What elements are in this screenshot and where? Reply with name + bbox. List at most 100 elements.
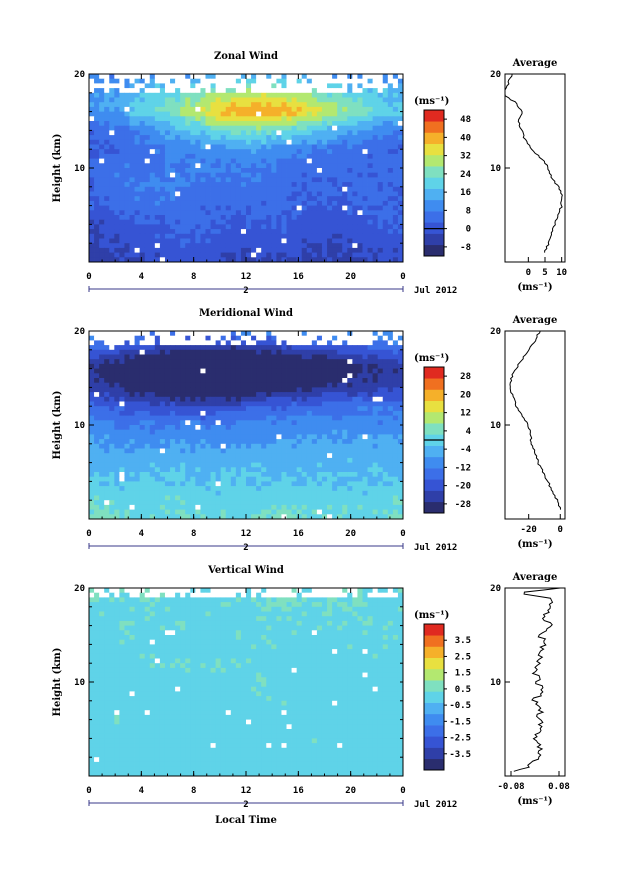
heatmap-cell: [316, 205, 323, 211]
heatmap-cell: [225, 382, 232, 388]
heatmap-cell: [347, 83, 353, 89]
heatmap-cell: [99, 368, 105, 374]
heatmap-cell: [251, 457, 257, 463]
heatmap-cell: [337, 425, 343, 431]
heatmap-cell: [190, 415, 196, 421]
heatmap-cell: [159, 153, 166, 159]
heatmap-cell: [306, 373, 313, 379]
heatmap-cell: [256, 434, 262, 440]
heatmap-cell: [327, 125, 333, 131]
heatmap-cell: [397, 163, 404, 169]
heatmap-cell: [306, 229, 313, 235]
heatmap-cell: [99, 125, 105, 131]
heatmap-cell: [139, 125, 146, 131]
heatmap-cell: [387, 215, 394, 221]
heatmap-cell: [104, 331, 110, 337]
heatmap-cell: [190, 83, 196, 89]
heatmap-cell: [94, 359, 100, 365]
heatmap-cell: [342, 130, 348, 136]
heatmap-cell: [175, 97, 181, 103]
heatmap-cell: [175, 363, 181, 369]
heatmap-cell: [362, 149, 368, 155]
heatmap-cell: [261, 200, 267, 206]
heatmap-cell: [220, 78, 227, 84]
heatmap-cell: [261, 490, 267, 496]
heatmap-cell: [392, 106, 399, 112]
heatmap-cell: [164, 125, 171, 131]
heatmap-cell: [266, 177, 272, 183]
profile-frame: [504, 73, 566, 263]
heatmap-cell: [225, 88, 232, 94]
heatmap-cell: [281, 345, 287, 351]
heatmap-cell: [220, 382, 227, 388]
heatmap-cell: [134, 168, 141, 174]
heatmap-cell: [286, 378, 292, 384]
heatmap-cell: [271, 415, 277, 421]
heatmap-cell: [352, 130, 358, 136]
heatmap-cell: [291, 191, 298, 197]
heatmap-cell: [240, 149, 247, 155]
heatmap-cell: [139, 486, 146, 492]
heatmap-cell: [119, 340, 125, 346]
heatmap-cell: [89, 472, 95, 478]
heatmap-cell: [89, 495, 95, 501]
heatmap-cell: [397, 144, 404, 150]
heatmap-cell: [235, 168, 242, 174]
heatmap-cell: [114, 130, 120, 136]
heatmap-cell: [240, 382, 247, 388]
heatmap-cell: [332, 359, 338, 365]
heatmap-cell: [271, 149, 277, 155]
heatmap-cell: [397, 172, 404, 178]
heatmap-cell: [246, 392, 252, 398]
heatmap-cell: [291, 382, 298, 388]
heatmap-cell: [159, 177, 166, 183]
heatmap-cell: [114, 135, 120, 141]
heatmap-cell: [397, 74, 404, 80]
heatmap-cell: [134, 396, 141, 402]
heatmap-cell: [337, 359, 343, 365]
heatmap-cell: [347, 210, 353, 216]
heatmap-cell: [149, 78, 156, 84]
heatmap-cell: [200, 78, 206, 84]
heatmap-cell: [129, 200, 135, 206]
heatmap-cell: [144, 88, 151, 94]
heatmap-cell: [271, 387, 277, 393]
heatmap-cell: [144, 182, 151, 188]
heatmap-cell: [114, 457, 120, 463]
heatmap-cell: [235, 434, 242, 440]
heatmap-cell: [321, 363, 328, 369]
heatmap-cell: [240, 335, 247, 341]
heatmap-cell: [377, 486, 384, 492]
heatmap-cell: [99, 462, 105, 468]
heatmap-cell: [347, 331, 353, 337]
heatmap-cell: [306, 78, 313, 84]
heatmap-cell: [170, 83, 176, 89]
heatmap-cell: [392, 186, 399, 192]
heatmap-cell: [154, 373, 161, 379]
heatmap-cell: [104, 243, 110, 249]
heatmap-cell: [104, 215, 110, 221]
heatmap-cell: [362, 182, 368, 188]
heatmap-cell: [119, 495, 125, 501]
heatmap-cell: [337, 415, 343, 421]
heatmap-cell: [327, 335, 333, 341]
heatmap-cell: [377, 396, 384, 402]
heatmap-cell: [144, 439, 151, 445]
heatmap-cell: [246, 111, 252, 117]
heatmap-cell: [327, 168, 333, 174]
heatmap-cell: [372, 247, 379, 253]
heatmap-cell: [154, 368, 161, 374]
heatmap-cell: [240, 363, 247, 369]
heatmap-cell: [144, 420, 151, 426]
heatmap-cell: [276, 182, 282, 188]
heatmap-cell: [109, 238, 115, 244]
x-tick-label: 16: [293, 272, 304, 282]
heatmap-cell: [377, 420, 384, 426]
heatmap-cell: [347, 78, 353, 84]
heatmap-cell: [397, 359, 404, 365]
heatmap-cell: [377, 172, 384, 178]
heatmap-cell: [154, 168, 161, 174]
heatmap-cell: [180, 509, 186, 515]
heatmap-cell: [104, 191, 110, 197]
heatmap-cell: [316, 500, 323, 506]
